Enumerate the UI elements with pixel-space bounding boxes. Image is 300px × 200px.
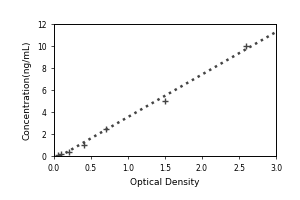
Y-axis label: Concentration(ng/mL): Concentration(ng/mL) xyxy=(22,40,31,140)
X-axis label: Optical Density: Optical Density xyxy=(130,178,200,187)
